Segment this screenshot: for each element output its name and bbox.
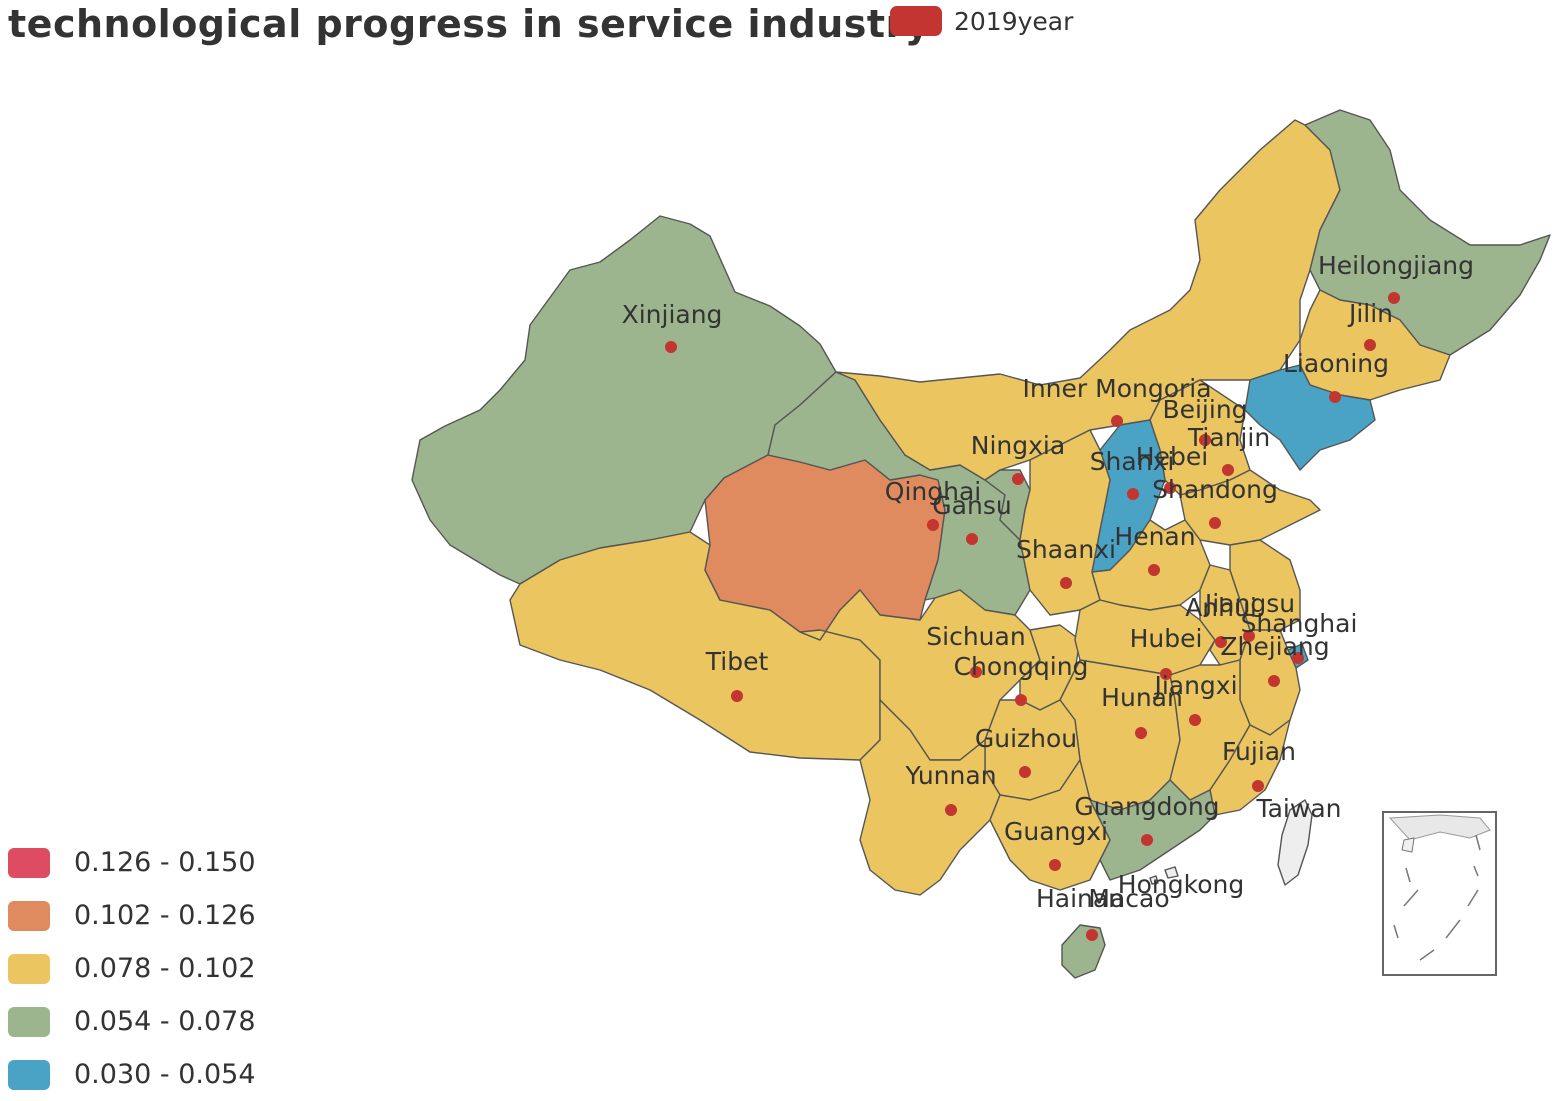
data-point-guizhou[interactable] <box>1019 766 1031 778</box>
province-label-tibet: Tibet <box>705 647 769 676</box>
data-point-anhui[interactable] <box>1215 636 1227 648</box>
visual-map-swatch <box>8 1006 50 1037</box>
province-label-hubei: Hubei <box>1130 624 1203 653</box>
data-point-jiangsu[interactable] <box>1243 630 1255 642</box>
data-point-beijing[interactable] <box>1199 434 1211 446</box>
data-point-chongqing[interactable] <box>1015 694 1027 706</box>
province-label-chongqing: Chongqing <box>954 652 1089 681</box>
visual-map-item[interactable]: 0.078 - 0.102 <box>8 942 256 995</box>
visual-map-item[interactable]: 0.054 - 0.078 <box>8 995 256 1048</box>
province-label-hongkong: Hongkong <box>1118 870 1244 899</box>
visual-map-swatch <box>8 900 50 931</box>
province-label-guizhou: Guizhou <box>975 724 1077 753</box>
data-point-henan[interactable] <box>1148 564 1160 576</box>
province-hongkong[interactable] <box>1164 866 1179 879</box>
province-label-xinjiang: Xinjiang <box>622 300 723 329</box>
province-label-anhui: Anhui <box>1185 593 1257 622</box>
province-liaoning[interactable] <box>1244 364 1376 471</box>
series-legend-label: 2019year <box>954 6 1074 36</box>
data-point-shanxi[interactable] <box>1127 488 1139 500</box>
data-point-zhejiang[interactable] <box>1268 675 1280 687</box>
province-label-qinghai: Qinghai <box>885 477 981 506</box>
province-label-gansu: Gansu <box>932 491 1011 520</box>
visual-map-swatch <box>8 1059 50 1090</box>
data-point-gansu[interactable] <box>966 533 978 545</box>
province-label-shaanxi: Shaanxi <box>1016 535 1116 564</box>
visual-map-item[interactable]: 0.030 - 0.054 <box>8 1048 256 1101</box>
province-label-taiwan: Taiwan <box>1255 794 1341 823</box>
series-legend[interactable]: 2019year <box>890 6 1073 36</box>
data-point-innermongoria[interactable] <box>1111 415 1123 427</box>
visual-map-label: 0.102 - 0.126 <box>74 900 256 931</box>
province-label-yunnan: Yunnan <box>904 761 996 790</box>
data-point-jilin[interactable] <box>1364 339 1376 351</box>
province-label-ningxia: Ningxia <box>971 431 1065 460</box>
visual-map-label: 0.054 - 0.078 <box>74 1006 256 1037</box>
province-label-liaoning: Liaoning <box>1283 349 1389 378</box>
data-point-hebei[interactable] <box>1164 482 1176 494</box>
data-point-shaanxi[interactable] <box>1060 577 1072 589</box>
province-label-guangxi: Guangxi <box>1004 817 1108 846</box>
data-point-fujian[interactable] <box>1252 780 1264 792</box>
visual-map-item[interactable]: 0.126 - 0.150 <box>8 836 256 889</box>
province-label-macao: Macao <box>1088 884 1169 913</box>
province-label-shanghai: Shanghai <box>1241 609 1358 638</box>
data-point-sichuan[interactable] <box>970 666 982 678</box>
province-label-hebei: Hebei <box>1136 442 1208 471</box>
province-label-zhejiang: Zhejiang <box>1220 632 1329 661</box>
province-label-hainan: Hainan <box>1036 884 1124 913</box>
province-taiwan[interactable] <box>1277 799 1313 886</box>
data-point-hunan[interactable] <box>1135 727 1147 739</box>
province-label-jilin: Jilin <box>1347 299 1393 328</box>
visual-map-label: 0.030 - 0.054 <box>74 1059 256 1090</box>
province-label-jiangsu: Jiangsu <box>1203 589 1295 618</box>
data-point-shanghai[interactable] <box>1292 652 1304 664</box>
province-label-henan: Henan <box>1114 522 1195 551</box>
province-label-heilongjiang: Heilongjiang <box>1318 251 1474 280</box>
province-guangxi[interactable] <box>989 759 1111 891</box>
south-china-sea-inset <box>1382 811 1497 976</box>
province-hainan[interactable] <box>1061 924 1106 979</box>
data-point-heilongjiang[interactable] <box>1388 292 1400 304</box>
visual-map-swatch <box>8 847 50 878</box>
data-point-guangdong[interactable] <box>1141 834 1153 846</box>
visual-map-swatch <box>8 953 50 984</box>
data-point-tianjin[interactable] <box>1222 464 1234 476</box>
data-point-tibet[interactable] <box>731 690 743 702</box>
data-point-jiangxi[interactable] <box>1189 714 1201 726</box>
province-label-fujian: Fujian <box>1222 737 1296 766</box>
data-point-ningxia[interactable] <box>1012 473 1024 485</box>
province-label-shanxi: Shanxi <box>1090 447 1175 476</box>
province-fujian[interactable] <box>1209 719 1291 816</box>
data-point-yunnan[interactable] <box>945 804 957 816</box>
map-title: technological progress in service indust… <box>8 2 931 46</box>
province-label-hunan: Hunan <box>1101 683 1183 712</box>
province-label-beijing: Beijing <box>1162 395 1247 424</box>
province-label-shandong: Shandong <box>1152 475 1278 504</box>
province-label-tianjin: Tianjin <box>1187 423 1270 452</box>
province-label-innermongoria: Inner Mongoria <box>1022 374 1211 403</box>
province-label-jiangxi: Jiangxi <box>1152 671 1237 700</box>
data-point-hainan[interactable] <box>1086 929 1098 941</box>
data-point-hubei[interactable] <box>1160 668 1172 680</box>
data-point-xinjiang[interactable] <box>665 341 677 353</box>
visual-map-legend: 0.126 - 0.150 0.102 - 0.126 0.078 - 0.102 0… <box>8 836 256 1101</box>
data-point-shandong[interactable] <box>1209 517 1221 529</box>
series-legend-swatch <box>890 6 942 36</box>
visual-map-label: 0.126 - 0.150 <box>74 847 256 878</box>
data-point-qinghai[interactable] <box>927 519 939 531</box>
visual-map-item[interactable]: 0.102 - 0.126 <box>8 889 256 942</box>
province-label-guangdong: Guangdong <box>1074 792 1219 821</box>
visual-map-label: 0.078 - 0.102 <box>74 953 256 984</box>
data-point-liaoning[interactable] <box>1329 391 1341 403</box>
province-macao[interactable] <box>1149 875 1159 885</box>
province-label-sichuan: Sichuan <box>926 622 1025 651</box>
province-yunnan[interactable] <box>859 699 1001 896</box>
data-point-guangxi[interactable] <box>1049 859 1061 871</box>
province-heilongjiang[interactable] <box>1304 109 1551 356</box>
